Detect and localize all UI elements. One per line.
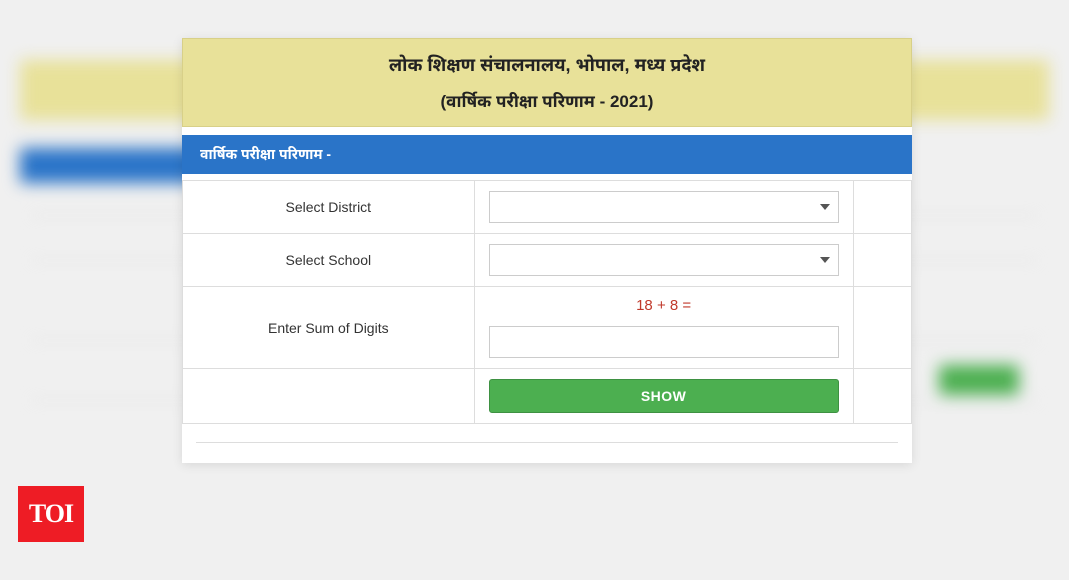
footer-divider bbox=[196, 442, 898, 443]
district-row: Select District bbox=[183, 181, 912, 234]
spacer bbox=[853, 181, 911, 234]
show-button[interactable]: SHOW bbox=[489, 379, 839, 413]
school-label: Select School bbox=[183, 234, 475, 287]
submit-row: SHOW bbox=[183, 369, 912, 424]
captcha-expression: 18 + 8 = bbox=[489, 297, 839, 314]
form-table: Select District Select School Enter Sum … bbox=[182, 180, 912, 424]
page-title: लोक शिक्षण संचालनालय, भोपाल, मध्य प्रदेश bbox=[203, 53, 891, 77]
captcha-label: Enter Sum of Digits bbox=[183, 287, 475, 369]
captcha-input[interactable] bbox=[489, 326, 839, 358]
spacer bbox=[853, 234, 911, 287]
empty-label bbox=[183, 369, 475, 424]
district-label: Select District bbox=[183, 181, 475, 234]
spacer bbox=[853, 287, 911, 369]
district-select[interactable] bbox=[489, 191, 839, 223]
header-banner: लोक शिक्षण संचालनालय, भोपाल, मध्य प्रदेश… bbox=[182, 38, 912, 127]
toi-logo: TOI bbox=[18, 486, 84, 542]
page-subtitle: (वार्षिक परीक्षा परिणाम - 2021) bbox=[203, 89, 891, 112]
result-form-card: लोक शिक्षण संचालनालय, भोपाल, मध्य प्रदेश… bbox=[182, 38, 912, 463]
spacer bbox=[853, 369, 911, 424]
section-bar: वार्षिक परीक्षा परिणाम - bbox=[182, 135, 912, 174]
school-row: Select School bbox=[183, 234, 912, 287]
captcha-row: Enter Sum of Digits 18 + 8 = bbox=[183, 287, 912, 369]
school-select[interactable] bbox=[489, 244, 839, 276]
